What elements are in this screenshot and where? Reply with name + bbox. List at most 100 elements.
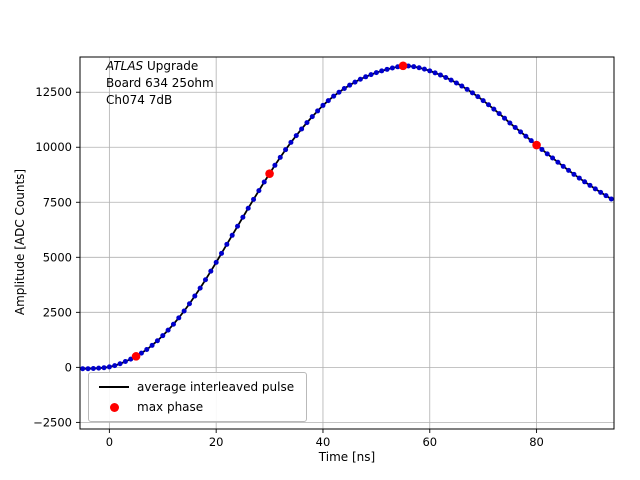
pulse-marker [149,342,155,348]
pulse-marker [528,138,534,144]
pulse-marker [176,315,182,321]
pulse-marker [341,85,347,91]
pulse-marker [421,66,427,72]
pulse-marker [475,94,481,100]
pulse-marker [336,89,342,95]
pulse-marker [480,98,486,104]
pulse-marker [373,70,379,76]
annotation-line-1: ATLAS Upgrade [106,58,214,75]
legend-label-max-phase: max phase [137,400,204,414]
pulse-marker [288,139,294,145]
annotation-line-2: Board 634 25ohm [106,76,214,90]
pulse-marker [154,338,160,344]
pulse-marker [347,82,353,88]
pulse-marker [379,68,385,74]
annotation-atlas: ATLAS [106,59,144,73]
pulse-marker [486,102,492,108]
legend-item-average-pulse: average interleaved pulse [99,380,294,394]
pulse-marker [144,347,150,353]
pulse-marker [427,68,433,74]
y-axis-label: Amplitude [ADC Counts] [13,168,27,316]
pulse-marker [512,124,518,130]
pulse-marker [80,366,86,372]
pulse-marker [576,175,582,181]
pulse-marker [160,333,166,339]
pulse-marker [299,126,305,132]
pulse-marker [491,106,497,112]
pulse-marker [90,365,96,371]
pulse-marker [550,155,556,161]
pulse-marker [106,364,112,370]
pulse-marker [357,76,363,82]
pulse-marker [229,232,235,238]
pulse-marker [571,171,577,177]
y-tick-label: 5000 [43,250,72,264]
pulse-marker [416,65,422,71]
pulse-marker [186,301,192,307]
pulse-marker [245,205,251,211]
pulse-marker [256,188,262,194]
pulse-marker [202,277,208,283]
pulse-marker [598,189,604,195]
x-tick-label: 60 [422,435,437,449]
pulse-marker [320,102,326,108]
legend-dot-swatch [99,402,129,412]
pulse-marker [240,214,246,220]
pulse-marker [603,193,609,199]
y-tick-label: 10000 [35,140,72,154]
pulse-marker [283,147,289,153]
pulse-marker [507,120,513,126]
axes-frame [79,56,615,430]
pulse-marker [560,163,566,169]
pulse-marker [117,361,123,367]
pulse-marker [261,179,267,185]
pulse-line [82,64,612,370]
pulse-marker [496,111,502,117]
legend: average interleaved pulse max phase [88,372,308,422]
pulse-marker [592,186,598,192]
max-phase-marker [131,352,141,361]
pulse-marker [138,350,144,356]
pulse-marker [331,93,337,99]
annotation-line-3: Ch074 7dB [106,93,173,107]
annotation-upgrade: Upgrade [143,59,199,73]
y-tick-label: 0 [65,360,72,374]
pulse-marker [122,359,128,365]
pulse-marker [235,223,241,229]
pulse-marker [432,70,438,76]
pulse-marker [251,196,257,202]
pulse-marker [112,363,118,369]
pulse-marker [566,167,572,173]
pulse-marker [437,72,443,78]
pulse-marker [464,86,470,92]
pulse-marker [352,79,358,85]
pulse-marker [197,285,203,291]
pulse-marker [219,250,225,256]
pulse-marker [523,133,529,139]
pulse-marker [224,241,230,247]
max-phase-marker [398,61,408,71]
pulse-marker [304,120,310,126]
pulse-marker [368,72,374,78]
pulse-marker [411,64,417,70]
max-phase-marker [265,169,274,178]
pulse-marker [85,366,91,372]
pulse-marker [192,293,198,299]
pulse-marker [315,108,321,114]
pulse-marker [165,327,171,333]
pulse-marker [384,66,390,72]
y-tick-label: 12500 [35,85,72,99]
pulse-marker [448,77,454,83]
pulse-marker [389,65,395,71]
pulse-marker [502,115,508,121]
x-tick-label: 40 [316,435,331,449]
legend-line-swatch [99,386,129,388]
pulse-marker [363,74,369,80]
annotation: ATLAS Upgrade Board 634 25ohm Ch074 7dB [106,58,214,109]
x-tick-label: 20 [209,435,224,449]
x-axis-label: Time [ns] [318,450,376,464]
pulse-marker [582,179,588,185]
y-tick-label: −2500 [33,415,72,429]
pulse-marker [325,98,331,104]
